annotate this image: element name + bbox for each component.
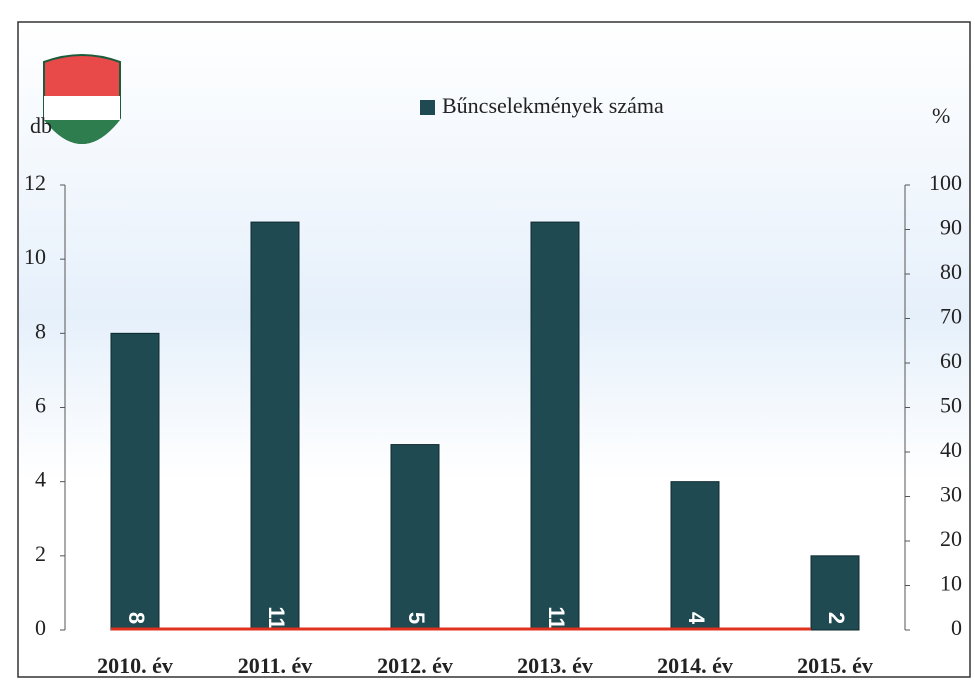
legend-label: Bűncselekmények száma xyxy=(442,93,664,118)
y-tick-label: 12 xyxy=(24,170,46,195)
y2-tick-label: 0 xyxy=(951,615,962,640)
data-label: 11 xyxy=(264,606,289,629)
x-tick-label: 2015. év xyxy=(797,653,873,678)
bar xyxy=(250,221,300,631)
data-label: 8 xyxy=(124,612,149,624)
y-tick-label: 4 xyxy=(35,467,46,492)
y-tick-label: 0 xyxy=(35,615,46,640)
y2-tick-label: 40 xyxy=(940,437,962,462)
bar xyxy=(670,481,720,631)
bar xyxy=(530,221,580,631)
bar xyxy=(110,332,160,631)
y2-tick-label: 10 xyxy=(940,571,962,596)
y-axis-label: db xyxy=(30,113,52,138)
y2-axis-label: % xyxy=(932,103,950,128)
x-tick-label: 2013. év xyxy=(517,653,593,678)
y-tick-label: 8 xyxy=(35,318,46,343)
y2-tick-label: 60 xyxy=(940,348,962,373)
x-tick-label: 2010. év xyxy=(97,653,173,678)
data-label: 2 xyxy=(824,612,849,624)
y2-tick-label: 90 xyxy=(940,215,962,240)
y-tick-label: 6 xyxy=(35,393,46,418)
bar xyxy=(810,555,860,631)
x-tick-label: 2011. év xyxy=(238,653,313,678)
data-label: 4 xyxy=(684,612,709,625)
y2-tick-label: 20 xyxy=(940,526,962,551)
legend-swatch xyxy=(420,100,435,115)
data-label: 11 xyxy=(544,606,569,629)
y-tick-label: 2 xyxy=(35,541,46,566)
bar xyxy=(390,444,440,631)
y2-tick-label: 70 xyxy=(940,304,962,329)
y2-tick-label: 50 xyxy=(940,393,962,418)
police-logo xyxy=(43,54,121,144)
data-label: 5 xyxy=(404,612,429,624)
x-tick-label: 2014. év xyxy=(657,653,733,678)
x-tick-label: 2012. év xyxy=(377,653,453,678)
y2-tick-label: 30 xyxy=(940,482,962,507)
y2-tick-label: 100 xyxy=(929,170,962,195)
y-tick-label: 10 xyxy=(24,244,46,269)
y2-tick-label: 80 xyxy=(940,259,962,284)
